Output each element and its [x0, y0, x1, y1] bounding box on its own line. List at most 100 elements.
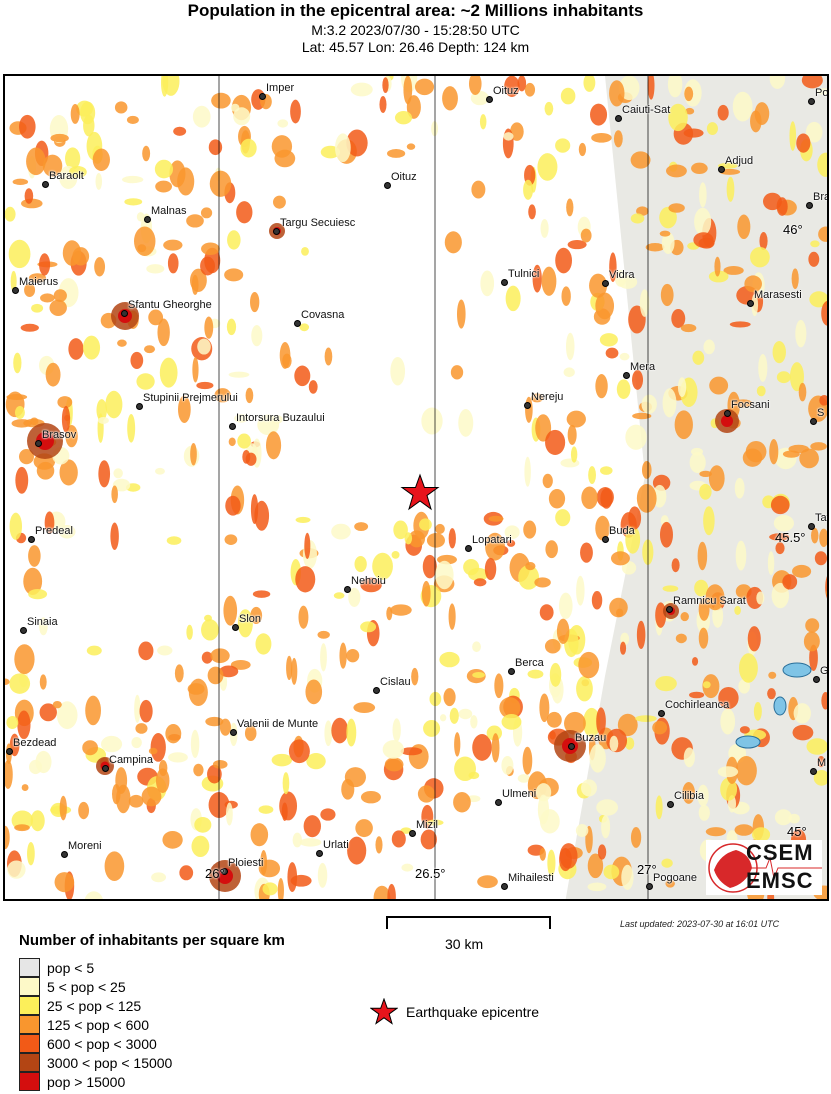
- density-patch: [576, 575, 585, 606]
- density-patch: [39, 253, 51, 276]
- density-patch: [699, 182, 707, 208]
- density-patch: [540, 218, 549, 238]
- density-patch: [250, 606, 263, 625]
- lon-tick-26-5: 26.5°: [415, 866, 446, 881]
- city-marker: [373, 687, 380, 694]
- density-patch: [271, 753, 293, 767]
- density-patch: [698, 627, 709, 649]
- density-patch: [714, 256, 721, 277]
- density-patch: [372, 552, 393, 580]
- city-label: Buda: [609, 525, 635, 537]
- density-patch: [76, 100, 93, 117]
- density-patch: [354, 555, 367, 573]
- density-patch: [661, 232, 675, 254]
- city-label: Imper: [266, 82, 295, 94]
- density-patch: [580, 228, 592, 243]
- density-patch: [603, 864, 620, 880]
- density-patch: [157, 318, 170, 347]
- density-patch: [9, 673, 31, 694]
- density-patch: [564, 711, 586, 735]
- density-patch: [193, 763, 204, 777]
- city-marker: [259, 93, 266, 100]
- density-patch: [583, 707, 601, 738]
- density-patch: [818, 226, 827, 242]
- density-patch: [567, 240, 587, 250]
- density-patch: [632, 412, 652, 420]
- density-patch: [819, 528, 827, 548]
- density-patch: [699, 483, 712, 500]
- density-patch: [65, 147, 81, 170]
- density-patch: [537, 794, 550, 825]
- density-patch: [5, 678, 10, 685]
- density-patch: [14, 406, 25, 419]
- density-patch: [815, 88, 827, 95]
- density-patch: [691, 657, 699, 666]
- city-marker: [718, 166, 725, 173]
- density-patch: [439, 714, 447, 722]
- density-patch: [734, 605, 741, 615]
- density-patch: [545, 429, 566, 455]
- city-label: Cilibia: [674, 790, 704, 802]
- density-patch: [680, 323, 697, 333]
- density-patch: [699, 470, 712, 477]
- city-label: Brasov: [42, 429, 77, 441]
- density-patch: [86, 645, 102, 656]
- density-patch: [265, 431, 282, 460]
- density-patch: [565, 332, 575, 361]
- density-patch: [705, 827, 727, 837]
- density-patch: [491, 733, 500, 763]
- city-label: Targu Secuiesc: [280, 217, 356, 229]
- density-patch: [382, 77, 389, 94]
- density-patch: [524, 456, 531, 487]
- density-patch: [335, 133, 351, 163]
- density-patch: [677, 377, 687, 398]
- density-patch: [581, 486, 598, 510]
- density-patch: [317, 862, 328, 888]
- density-patch: [204, 316, 214, 339]
- density-patch: [250, 823, 269, 847]
- density-patch: [472, 671, 485, 678]
- city-label: Stupinii Prejmerului: [143, 392, 238, 404]
- density-patch: [539, 693, 550, 723]
- density-patch: [609, 252, 617, 282]
- density-patch: [814, 551, 827, 566]
- map-title: Population in the epicentral area: ~2 Mi…: [187, 1, 644, 20]
- city-label: Ploiesti: [228, 857, 264, 869]
- density-patch: [595, 515, 610, 541]
- city-marker: [808, 523, 815, 530]
- density-patch: [563, 367, 575, 378]
- density-patch: [83, 114, 95, 137]
- population-map[interactable]: Imper Oituz Caiuti-Sat Po Baraolt Oituz Adjud M…: [3, 74, 829, 901]
- density-patch: [28, 273, 47, 283]
- density-patch: [273, 195, 286, 209]
- density-patch: [391, 551, 400, 559]
- density-patch: [504, 76, 520, 97]
- density-patch: [128, 794, 144, 808]
- density-patch: [759, 232, 768, 250]
- density-patch: [28, 545, 41, 567]
- density-patch: [174, 664, 184, 683]
- density-patch: [271, 135, 293, 158]
- event-location: Lat: 45.57 Lon: 26.46 Depth: 124 km: [301, 39, 530, 55]
- density-patch: [518, 565, 540, 590]
- density-patch: [561, 286, 571, 306]
- density-patch: [226, 318, 237, 336]
- density-patch: [485, 532, 505, 561]
- city-label: Predeal: [35, 525, 73, 537]
- density-patch: [468, 567, 489, 581]
- density-patch: [105, 390, 123, 419]
- density-patch: [28, 588, 48, 600]
- city-label: Covasna: [301, 309, 345, 321]
- density-patch: [92, 148, 110, 171]
- density-patch: [400, 747, 423, 756]
- density-patch: [126, 115, 139, 125]
- density-patch: [324, 347, 333, 366]
- density-patch: [458, 409, 474, 437]
- density-patch: [393, 520, 408, 540]
- density-patch: [157, 645, 173, 656]
- density-patch: [57, 396, 73, 409]
- density-patch: [659, 230, 671, 237]
- density-patch: [665, 879, 675, 888]
- density-patch: [655, 675, 677, 692]
- city-label: Intorsura Buzaului: [236, 412, 325, 424]
